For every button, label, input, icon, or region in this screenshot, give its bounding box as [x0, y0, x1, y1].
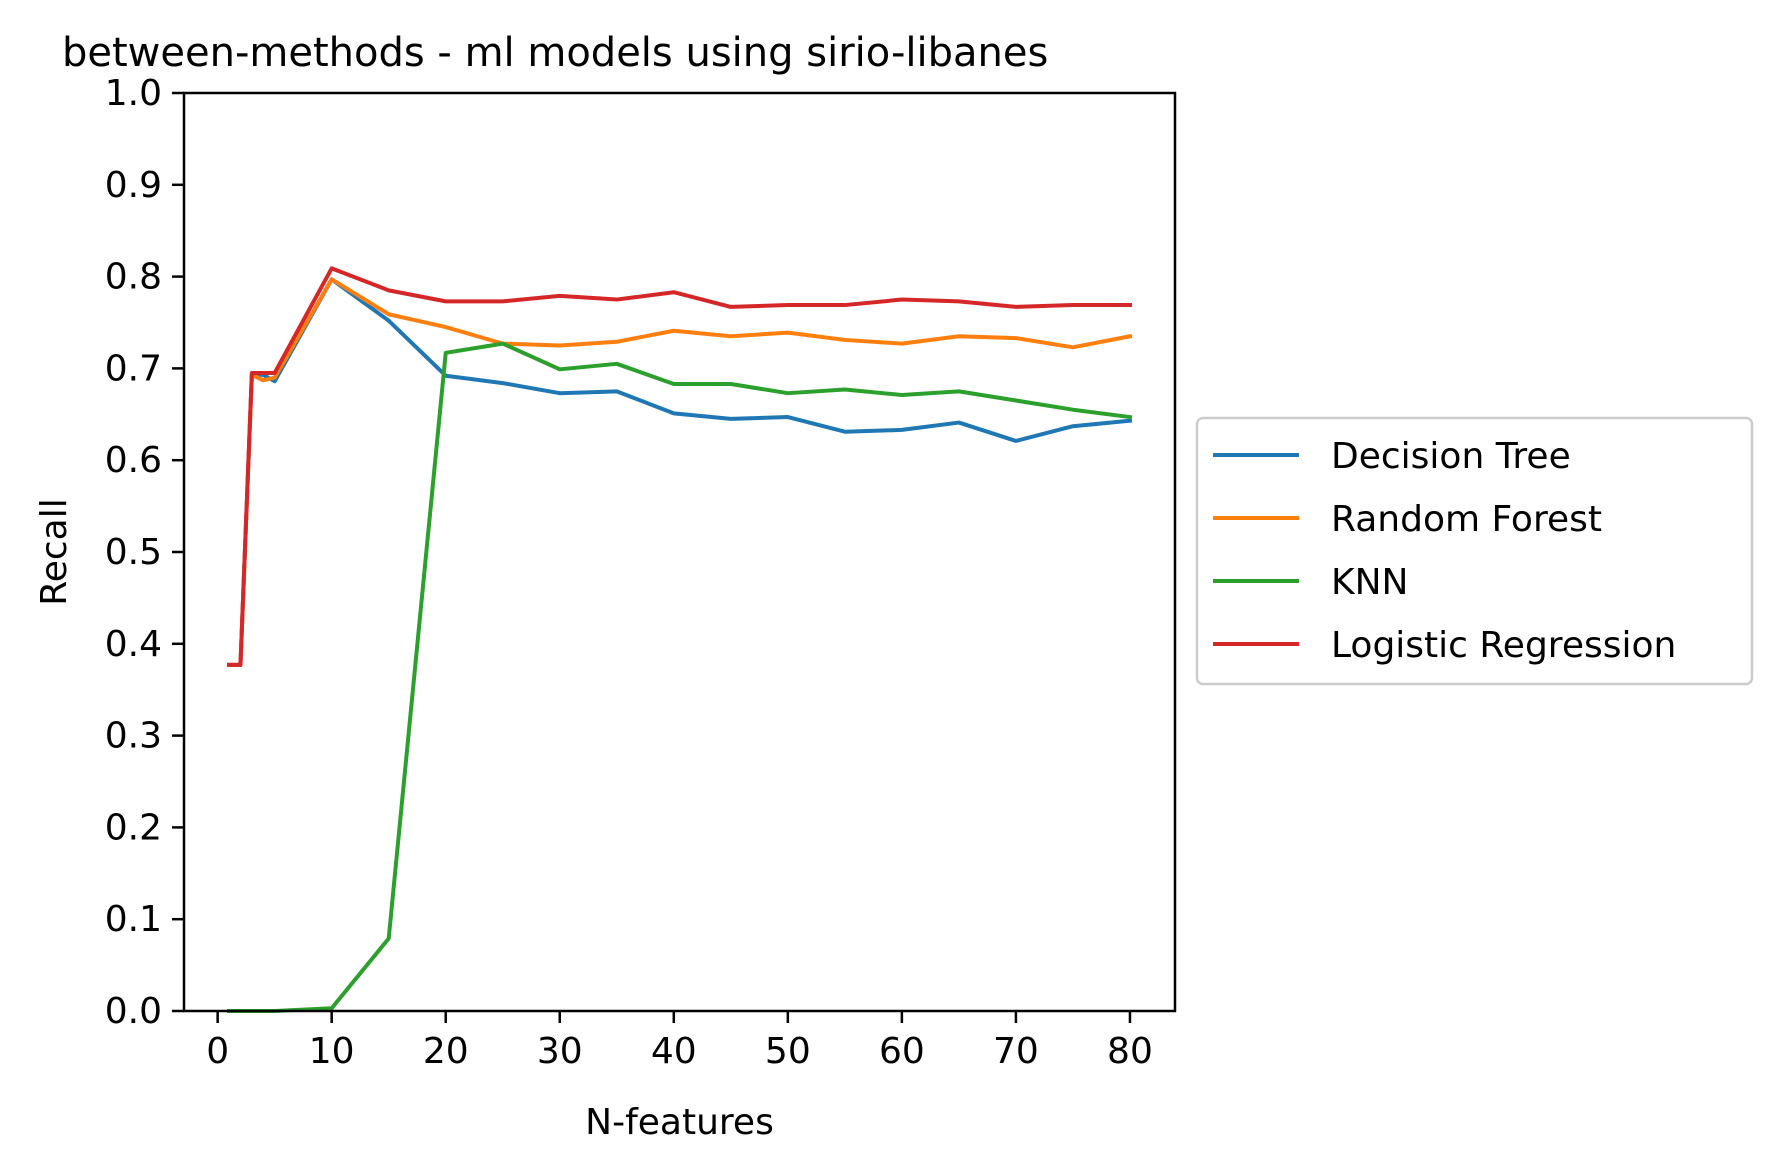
y-tick-label: 0.8	[105, 257, 162, 298]
y-tick-label: 0.1	[105, 899, 162, 940]
x-axis: 0 10 20 30 40 50 60 70 80	[206, 1011, 1153, 1072]
x-tick-label: 0	[206, 1031, 229, 1072]
x-tick-label: 10	[309, 1031, 355, 1072]
legend-box	[1195, 416, 1754, 686]
x-tick-label: 30	[537, 1031, 583, 1072]
x-axis-label: N-features	[585, 1102, 774, 1143]
y-axis-label: Recall	[34, 498, 75, 605]
x-tick-label: 40	[651, 1031, 697, 1072]
chart-title: between-methods - ml models using sirio-…	[62, 30, 1048, 76]
legend-label-knn: KNN	[1331, 562, 1408, 603]
series-line-knn	[227, 341, 1133, 1013]
series-line-logistic-regression	[227, 266, 1132, 667]
legend-label-logistic-regression: Logistic Regression	[1331, 625, 1676, 666]
y-axis: 0.0 0.1 0.2 0.3 0.4 0.5 0.6 0.7 0.8 0.9 1.0	[105, 73, 184, 1032]
series-line-decision-tree	[227, 277, 1133, 667]
y-tick-label: 0.0	[105, 991, 162, 1032]
legend-label-random-forest: Random Forest	[1331, 499, 1602, 540]
plot-area	[227, 266, 1133, 1013]
y-tick-label: 0.2	[105, 807, 162, 848]
x-tick-label: 80	[1107, 1031, 1153, 1072]
y-tick-label: 0.6	[105, 440, 162, 481]
x-tick-label: 20	[423, 1031, 469, 1072]
y-tick-label: 0.3	[105, 716, 162, 757]
y-tick-label: 0.4	[105, 624, 162, 665]
y-tick-label: 1.0	[105, 73, 162, 114]
y-tick-label: 0.7	[105, 348, 162, 389]
plot-frame	[182, 91, 1177, 1013]
y-tick-label: 0.9	[105, 165, 162, 206]
series-line-random-forest	[227, 277, 1133, 667]
x-tick-label: 50	[765, 1031, 811, 1072]
x-tick-label: 60	[879, 1031, 925, 1072]
x-tick-label: 70	[993, 1031, 1039, 1072]
legend-label-decision-tree: Decision Tree	[1331, 436, 1571, 477]
legend: Decision Tree Random Forest KNN Logistic Re…	[1195, 416, 1754, 686]
y-tick-label: 0.5	[105, 532, 162, 573]
